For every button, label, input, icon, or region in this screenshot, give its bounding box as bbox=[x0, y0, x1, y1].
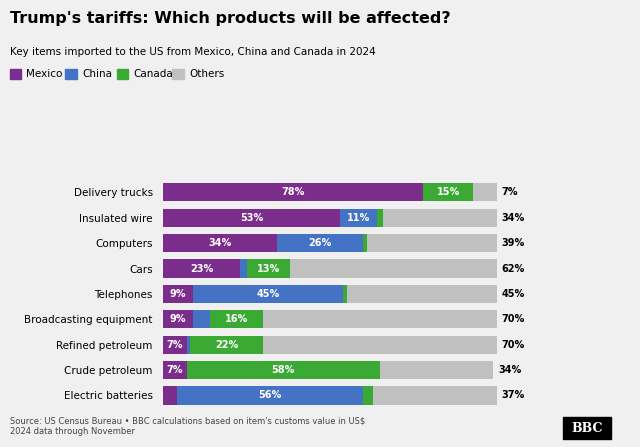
Text: 13%: 13% bbox=[257, 263, 280, 274]
Bar bbox=[474, 183, 497, 202]
Bar bbox=[163, 386, 177, 405]
Bar bbox=[263, 336, 497, 354]
Text: 70%: 70% bbox=[502, 314, 525, 325]
Text: 7%: 7% bbox=[502, 187, 518, 197]
Bar bbox=[163, 310, 193, 329]
Bar bbox=[364, 386, 373, 405]
Text: 70%: 70% bbox=[502, 340, 525, 350]
Text: 23%: 23% bbox=[190, 263, 213, 274]
Text: 26%: 26% bbox=[308, 238, 332, 248]
Bar bbox=[276, 234, 364, 252]
Bar bbox=[347, 285, 497, 303]
Bar bbox=[383, 209, 497, 227]
Text: 78%: 78% bbox=[282, 187, 305, 197]
Text: 11%: 11% bbox=[347, 213, 370, 223]
Text: Key items imported to the US from Mexico, China and Canada in 2024: Key items imported to the US from Mexico… bbox=[10, 47, 375, 57]
Text: Others: Others bbox=[189, 69, 224, 79]
Bar bbox=[163, 336, 186, 354]
Bar bbox=[343, 285, 347, 303]
Text: 9%: 9% bbox=[170, 314, 186, 325]
Text: 34%: 34% bbox=[208, 238, 232, 248]
Bar bbox=[240, 259, 246, 278]
Bar bbox=[177, 386, 364, 405]
Text: 7%: 7% bbox=[166, 340, 183, 350]
Bar bbox=[367, 234, 497, 252]
Bar bbox=[373, 386, 497, 405]
Bar bbox=[246, 259, 290, 278]
Bar bbox=[290, 259, 497, 278]
Bar bbox=[380, 361, 493, 379]
Bar bbox=[163, 285, 193, 303]
Text: 45%: 45% bbox=[502, 289, 525, 299]
Text: Canada: Canada bbox=[133, 69, 173, 79]
Text: 53%: 53% bbox=[240, 213, 263, 223]
Bar bbox=[186, 361, 380, 379]
Bar bbox=[163, 183, 424, 202]
Bar bbox=[163, 234, 276, 252]
Bar bbox=[163, 209, 340, 227]
Text: 15%: 15% bbox=[436, 187, 460, 197]
Text: Source: US Census Bureau • BBC calculations based on item's customs value in US$: Source: US Census Bureau • BBC calculati… bbox=[10, 417, 365, 436]
Text: 39%: 39% bbox=[502, 238, 525, 248]
Bar bbox=[163, 259, 240, 278]
Text: 7%: 7% bbox=[166, 365, 183, 375]
Bar bbox=[424, 183, 474, 202]
Bar bbox=[186, 336, 190, 354]
Text: 9%: 9% bbox=[170, 289, 186, 299]
Text: 22%: 22% bbox=[215, 340, 238, 350]
Bar bbox=[190, 336, 263, 354]
Bar bbox=[263, 310, 497, 329]
Text: 62%: 62% bbox=[502, 263, 525, 274]
Text: 16%: 16% bbox=[225, 314, 248, 325]
Text: 56%: 56% bbox=[259, 391, 282, 401]
Text: 45%: 45% bbox=[257, 289, 280, 299]
Bar bbox=[377, 209, 383, 227]
Bar bbox=[193, 310, 210, 329]
Text: China: China bbox=[82, 69, 112, 79]
Text: BBC: BBC bbox=[572, 422, 603, 435]
Bar bbox=[364, 234, 367, 252]
Text: 34%: 34% bbox=[502, 213, 525, 223]
Text: Mexico: Mexico bbox=[26, 69, 63, 79]
Text: 58%: 58% bbox=[271, 365, 295, 375]
Bar bbox=[163, 361, 186, 379]
Bar bbox=[340, 209, 377, 227]
Text: Trump's tariffs: Which products will be affected?: Trump's tariffs: Which products will be … bbox=[10, 11, 450, 26]
Text: 37%: 37% bbox=[502, 391, 525, 401]
Text: 34%: 34% bbox=[499, 365, 522, 375]
Bar bbox=[193, 285, 343, 303]
Bar bbox=[210, 310, 263, 329]
